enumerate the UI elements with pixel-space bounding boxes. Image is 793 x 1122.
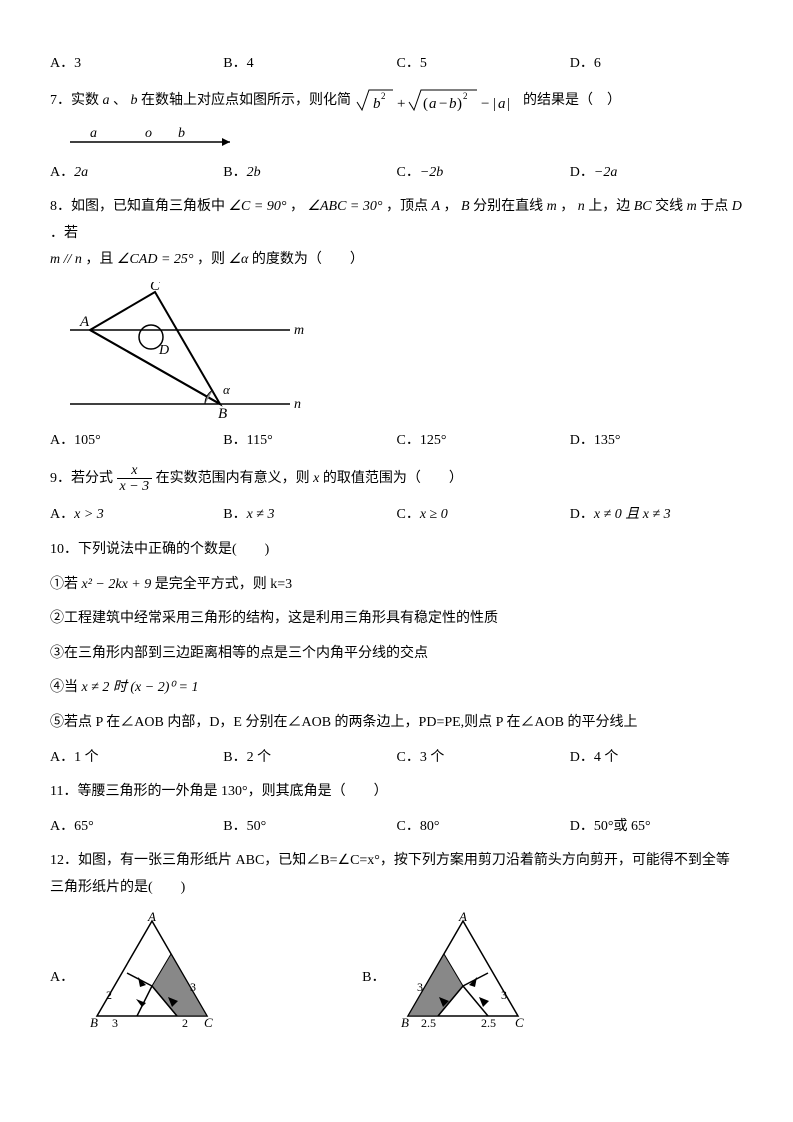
opt-d: D．50°或 65° — [570, 814, 743, 841]
opt-c: C．x ≥ 0 — [397, 502, 570, 529]
svg-text:2.5: 2.5 — [481, 1016, 496, 1030]
q7-mid2: 在数轴上对应点如图所示，则化简 — [141, 93, 351, 108]
q8-figure: A C B D m n α — [50, 282, 743, 422]
opt-c: C．3 个 — [397, 745, 570, 772]
opt-a: A．105° — [50, 428, 223, 455]
svg-text:(: ( — [423, 96, 428, 112]
q9-fraction: x x − 3 — [117, 463, 153, 495]
svg-text:2: 2 — [182, 1016, 188, 1030]
svg-text:a: a — [498, 96, 506, 112]
svg-text:A: A — [147, 911, 156, 924]
opt-a: A．3 — [50, 51, 223, 78]
svg-text:C: C — [515, 1015, 524, 1030]
opt-b: B．4 — [223, 51, 396, 78]
svg-text:2: 2 — [106, 988, 112, 1002]
opt-c: C．−2b — [397, 160, 570, 187]
q12-figures: A． A B C 2 3 3 2 B． — [50, 911, 743, 1031]
q11: 11．等腰三角形的一外角是 130°，则其底角是（ ） — [50, 779, 743, 806]
svg-text:): ) — [457, 96, 462, 112]
opt-b: B．2b — [223, 160, 396, 187]
svg-text:B: B — [218, 406, 227, 422]
opt-a: A．2a — [50, 160, 223, 187]
q7-suffix: 的结果是（ ） — [523, 93, 621, 108]
svg-text:3: 3 — [501, 988, 507, 1002]
q10-head: 10．下列说法中正确的个数是( ) — [50, 537, 743, 564]
nl-b: b — [178, 126, 185, 141]
svg-text:3: 3 — [417, 980, 423, 994]
q12-a: A． A B C 2 3 3 2 — [50, 911, 222, 1031]
svg-text:α: α — [223, 382, 231, 397]
svg-text:|: | — [507, 96, 510, 112]
svg-text:A: A — [79, 314, 90, 330]
q7-numberline: a o b — [50, 124, 743, 154]
svg-text:2: 2 — [381, 91, 386, 101]
svg-text:B: B — [90, 1015, 98, 1030]
opt-d: D．x ≠ 0 且 x ≠ 3 — [570, 502, 743, 529]
svg-text:−: − — [439, 96, 447, 112]
svg-text:n: n — [294, 397, 301, 412]
q10-s3: ③在三角形内部到三边距离相等的点是三个内角平分线的交点 — [50, 641, 743, 668]
q7-b: b — [131, 93, 138, 108]
opt-b: B．2 个 — [223, 745, 396, 772]
q12-b: B． A B C 3 3 2.5 2.5 — [362, 911, 533, 1031]
q7-expr: b 2 + ( a − b ) 2 − | a | — [355, 86, 520, 116]
q7-options: A．2a B．2b C．−2b D．−2a — [50, 160, 743, 187]
q10-s1: ①若 x² − 2kx + 9 是完全平方式，则 k=3 — [50, 572, 743, 599]
q10-options: A．1 个 B．2 个 C．3 个 D．4 个 — [50, 745, 743, 772]
svg-text:2.5: 2.5 — [421, 1016, 436, 1030]
opt-d: D．135° — [570, 428, 743, 455]
q7-mid1: 、 — [113, 93, 127, 108]
svg-text:2: 2 — [463, 91, 468, 101]
svg-text:D: D — [158, 343, 169, 358]
q8: 8．如图，已知直角三角板中 ∠C = 90° ， ∠ABC = 30° ，顶点 … — [50, 194, 743, 274]
opt-a: A．x > 3 — [50, 502, 223, 529]
q10-s2: ②工程建筑中经常采用三角形的结构，这是利用三角形具有稳定性的性质 — [50, 606, 743, 633]
nl-a: a — [90, 126, 97, 141]
svg-text:|: | — [493, 96, 496, 112]
opt-a: A．65° — [50, 814, 223, 841]
opt-d: D．−2a — [570, 160, 743, 187]
svg-text:A: A — [458, 911, 467, 924]
opt-d: D．4 个 — [570, 745, 743, 772]
opt-c: C．5 — [397, 51, 570, 78]
opt-b: B．115° — [223, 428, 396, 455]
svg-text:b: b — [373, 96, 381, 112]
q12: 12．如图，有一张三角形纸片 ABC，已知∠B=∠C=x°，按下列方案用剪刀沿着… — [50, 848, 743, 901]
svg-text:3: 3 — [112, 1016, 118, 1030]
svg-text:C: C — [150, 282, 161, 294]
nl-o: o — [145, 126, 152, 141]
svg-text:m: m — [294, 323, 304, 338]
q7: 7．实数 a 、 b 在数轴上对应点如图所示，则化简 b 2 + ( a − b… — [50, 86, 743, 116]
q8-options: A．105° B．115° C．125° D．135° — [50, 428, 743, 455]
q9: 9．若分式 x x − 3 在实数范围内有意义，则 x 的取值范围为（ ） — [50, 463, 743, 495]
svg-text:+: + — [397, 96, 405, 112]
svg-text:b: b — [449, 96, 457, 112]
opt-c: C．80° — [397, 814, 570, 841]
q10-s4: ④当 x ≠ 2 时 (x − 2)⁰ = 1 — [50, 675, 743, 702]
opt-d: D．6 — [570, 51, 743, 78]
q9-options: A．x > 3 B．x ≠ 3 C．x ≥ 0 D．x ≠ 0 且 x ≠ 3 — [50, 502, 743, 529]
svg-text:a: a — [429, 96, 437, 112]
svg-text:3: 3 — [190, 980, 196, 994]
svg-text:−: − — [481, 96, 489, 112]
q10-s5: ⑤若点 P 在∠AOB 内部，D，E 分别在∠AOB 的两条边上，PD=PE,则… — [50, 710, 743, 737]
opt-a: A．1 个 — [50, 745, 223, 772]
q7-a: a — [103, 93, 110, 108]
svg-text:C: C — [204, 1015, 213, 1030]
opt-c: C．125° — [397, 428, 570, 455]
opt-b: B．50° — [223, 814, 396, 841]
q7-prefix: 7．实数 — [50, 93, 99, 108]
q6-options: A．3 B．4 C．5 D．6 — [50, 51, 743, 78]
q11-options: A．65° B．50° C．80° D．50°或 65° — [50, 814, 743, 841]
svg-text:B: B — [401, 1015, 409, 1030]
opt-b: B．x ≠ 3 — [223, 502, 396, 529]
